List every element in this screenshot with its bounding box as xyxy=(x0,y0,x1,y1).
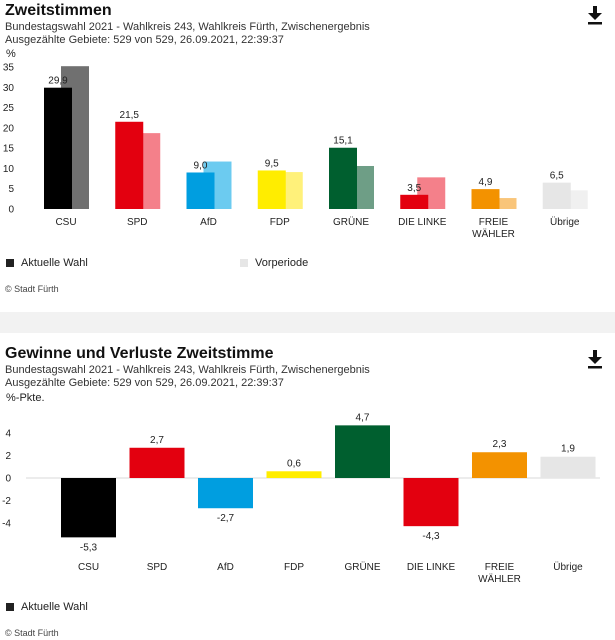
download-icon[interactable] xyxy=(587,349,603,369)
bar-current-übrige xyxy=(542,182,571,209)
legend-label: Vorperiode xyxy=(255,257,309,269)
data-label: 3,5 xyxy=(407,183,421,194)
category-label: WÄHLER xyxy=(478,573,521,585)
bar-chart-zweitstimmen: 0 5 10 15 20 25 30 35 29,9 CSU 21,5 SPD 9,0 AfD 9,5 FDP… xyxy=(3,63,588,240)
category-label: FREIE xyxy=(479,217,509,228)
data-label: 4,9 xyxy=(479,177,493,188)
y-tick-label: 15 xyxy=(3,144,15,155)
panel-subtitle-count: Ausgezählte Gebiete: 529 von 529, 26.09.… xyxy=(5,34,284,46)
category-label: DIE LINKE xyxy=(407,562,456,573)
y-tick-label: 0 xyxy=(8,205,14,216)
y-tick-label: 5 xyxy=(8,184,14,195)
panel-title: Gewinne und Verluste Zweitstimme xyxy=(5,345,274,362)
panel-subtitle: Bundestagswahl 2021 - Wahlkreis 243, Wah… xyxy=(5,364,370,376)
legend-label: Aktuelle Wahl xyxy=(21,601,88,613)
y-axis-unit: %-Pkte. xyxy=(6,392,45,404)
credit: © Stadt Fürth xyxy=(5,628,59,638)
bar-change-freie-wähler xyxy=(472,452,527,478)
category-label: FDP xyxy=(284,562,304,573)
data-label: 21,5 xyxy=(120,110,140,121)
y-tick-label: 4 xyxy=(5,429,11,440)
bar-current-grüne xyxy=(329,147,357,209)
legend-label: Aktuelle Wahl xyxy=(21,257,88,269)
data-label: 29,9 xyxy=(48,76,68,87)
data-label: 2,7 xyxy=(150,435,164,446)
y-tick-label: 30 xyxy=(3,83,15,94)
legend-item-current: Aktuelle Wahl xyxy=(6,257,88,269)
category-label: FDP xyxy=(270,217,290,228)
bar-current-fdp xyxy=(257,170,286,209)
legend-swatch xyxy=(6,603,14,611)
bar-current-csu xyxy=(44,87,72,209)
bar-chart-gewinne-verluste: -4 -2 0 2 4 -5,3 CSU 2,7 SPD -2,7 AfD 0,6 FDP 4,7 GRÜN… xyxy=(2,412,600,585)
credit: © Stadt Fürth xyxy=(5,284,59,294)
category-label: DIE LINKE xyxy=(398,217,447,228)
y-axis-unit: % xyxy=(6,48,16,60)
y-tick-label: 35 xyxy=(3,63,15,74)
y-tick-label: -2 xyxy=(2,496,11,507)
panel-subtitle-count: Ausgezählte Gebiete: 529 von 529, 26.09.… xyxy=(5,377,284,389)
category-label: AfD xyxy=(217,562,234,573)
category-label: WÄHLER xyxy=(472,228,515,240)
category-label: FREIE xyxy=(485,562,515,573)
y-tick-label: 2 xyxy=(5,451,11,462)
bar-change-die-linke xyxy=(403,478,459,527)
data-label: 6,5 xyxy=(550,171,564,182)
bar-current-spd xyxy=(115,121,144,209)
data-label: 2,3 xyxy=(493,439,507,450)
data-label: 0,6 xyxy=(287,458,301,469)
category-label: GRÜNE xyxy=(333,216,369,228)
data-label: 9,5 xyxy=(265,158,279,169)
gewinne-verluste-panel: Gewinne und Verluste Zweitstimme Bundest… xyxy=(0,333,615,640)
panel-subtitle: Bundestagswahl 2021 - Wahlkreis 243, Wah… xyxy=(5,21,370,33)
data-label: -2,7 xyxy=(217,513,235,524)
bar-change-grüne xyxy=(335,425,390,478)
y-tick-label: -4 xyxy=(2,518,11,529)
bar-change-übrige xyxy=(540,456,596,478)
legend-item-previous: Vorperiode xyxy=(240,257,308,269)
category-label: Übrige xyxy=(550,216,580,228)
legend-swatch xyxy=(240,259,248,267)
data-label: 9,0 xyxy=(194,160,208,171)
bar-current-afd xyxy=(186,172,215,209)
y-tick-label: 0 xyxy=(5,474,11,485)
download-icon[interactable] xyxy=(587,5,603,25)
data-label: 1,9 xyxy=(561,444,575,455)
panel-title: Zweitstimmen xyxy=(5,2,112,19)
category-label: SPD xyxy=(127,217,148,228)
category-label: CSU xyxy=(78,562,99,573)
data-label: -5,3 xyxy=(80,542,98,553)
y-tick-label: 10 xyxy=(3,164,15,175)
bar-change-spd xyxy=(129,447,185,478)
bar-previous-freie-wähler xyxy=(488,198,517,209)
zweitstimmen-panel: Zweitstimmen Bundestagswahl 2021 - Wahlk… xyxy=(0,0,615,312)
y-tick-label: 25 xyxy=(3,103,15,114)
bar-current-die-linke xyxy=(400,194,429,209)
data-label: 15,1 xyxy=(333,136,353,147)
category-label: AfD xyxy=(200,217,217,228)
bar-change-fdp xyxy=(266,471,322,478)
category-label: SPD xyxy=(147,562,168,573)
bar-change-afd xyxy=(198,478,253,509)
y-tick-label: 20 xyxy=(3,123,15,134)
category-label: GRÜNE xyxy=(344,561,380,573)
legend-swatch xyxy=(6,259,14,267)
data-label: 4,7 xyxy=(356,412,370,423)
bar-current-freie-wähler xyxy=(471,189,500,209)
category-label: Übrige xyxy=(553,561,583,573)
data-label: -4,3 xyxy=(422,531,440,542)
bar-change-csu xyxy=(61,478,116,538)
category-label: CSU xyxy=(55,217,76,228)
legend-item-current: Aktuelle Wahl xyxy=(6,601,88,613)
